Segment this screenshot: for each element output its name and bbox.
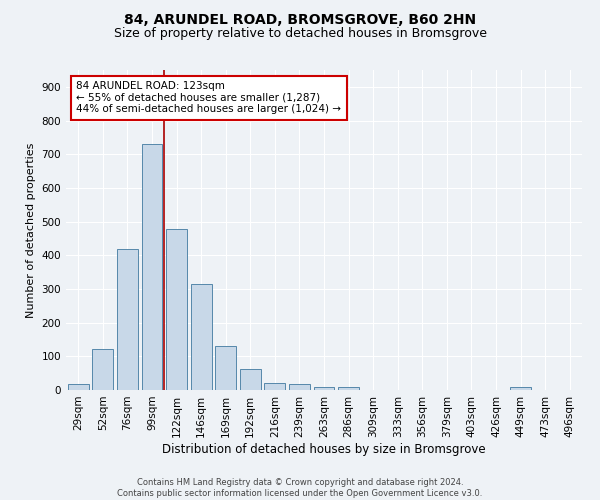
Bar <box>338 388 359 390</box>
Bar <box>191 284 212 390</box>
Text: Contains HM Land Registry data © Crown copyright and database right 2024.
Contai: Contains HM Land Registry data © Crown c… <box>118 478 482 498</box>
Text: Size of property relative to detached houses in Bromsgrove: Size of property relative to detached ho… <box>113 28 487 40</box>
Bar <box>142 144 163 390</box>
Bar <box>265 382 286 390</box>
Bar <box>68 384 89 390</box>
X-axis label: Distribution of detached houses by size in Bromsgrove: Distribution of detached houses by size … <box>162 442 486 456</box>
Text: 84, ARUNDEL ROAD, BROMSGROVE, B60 2HN: 84, ARUNDEL ROAD, BROMSGROVE, B60 2HN <box>124 12 476 26</box>
Bar <box>289 384 310 390</box>
Bar <box>117 249 138 390</box>
Bar <box>240 369 261 390</box>
Bar <box>166 229 187 390</box>
Y-axis label: Number of detached properties: Number of detached properties <box>26 142 36 318</box>
Bar <box>92 349 113 390</box>
Bar <box>215 346 236 390</box>
Bar <box>314 386 334 390</box>
Bar <box>510 388 531 390</box>
Text: 84 ARUNDEL ROAD: 123sqm
← 55% of detached houses are smaller (1,287)
44% of semi: 84 ARUNDEL ROAD: 123sqm ← 55% of detache… <box>76 81 341 114</box>
